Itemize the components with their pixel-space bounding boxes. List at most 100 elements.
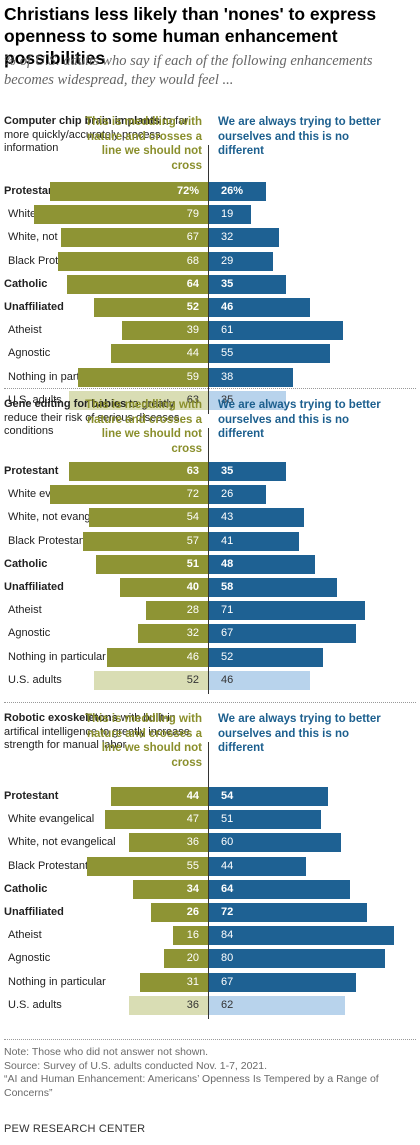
bar-value-label: 34 bbox=[186, 882, 199, 895]
panel-divider bbox=[4, 388, 416, 389]
bar-value-label: 35 bbox=[221, 393, 234, 406]
source-text: Source: Survey of U.S. adults conducted … bbox=[4, 1059, 268, 1072]
panel-divider bbox=[4, 1039, 416, 1040]
legend-better-ourselves: We are always trying to better ourselves… bbox=[218, 116, 381, 157]
bar-value-label: 48 bbox=[221, 557, 234, 570]
bar-meddling-2: 67 bbox=[60, 228, 208, 248]
bar-meddling-9: 63 bbox=[69, 390, 208, 410]
bar-better-2: 32 bbox=[209, 228, 280, 248]
bar-value-label: 16 bbox=[186, 929, 199, 942]
bar-better-3: 41 bbox=[209, 531, 300, 551]
panel-topic-detail: with built-in artifical intelligence to … bbox=[4, 712, 190, 751]
category-label: Agnostic bbox=[8, 952, 51, 965]
category-label: Protestant bbox=[4, 790, 59, 802]
bar-better-9: 46 bbox=[209, 670, 311, 690]
legend-meddling-with-nature: This is meddling with nature and crosses… bbox=[85, 713, 202, 769]
center-axis-line bbox=[208, 742, 209, 1019]
panel-divider bbox=[4, 702, 416, 703]
bar-value-label: 51 bbox=[186, 557, 199, 570]
bar-value-label: 43 bbox=[221, 511, 234, 524]
bar-value-label: 32 bbox=[221, 231, 234, 244]
category-label: Nothing in particular bbox=[8, 975, 106, 988]
bar-value-label: 54 bbox=[186, 511, 199, 524]
category-label: White, not evangelical bbox=[8, 836, 116, 849]
bar-better-1: 19 bbox=[209, 205, 251, 225]
bar-meddling-7: 20 bbox=[164, 949, 208, 969]
bar-better-4: 64 bbox=[209, 879, 350, 899]
bar-value-label: 67 bbox=[221, 627, 234, 640]
panel-topic-detail: to far more quickly/accurately process i… bbox=[4, 115, 188, 154]
bar-better-3: 29 bbox=[209, 251, 273, 271]
bar-meddling-9: 36 bbox=[128, 995, 208, 1015]
bar-value-label: 54 bbox=[221, 790, 234, 802]
bar-value-label: 36 bbox=[186, 998, 199, 1011]
bar-value-label: 26 bbox=[221, 488, 234, 501]
category-label: White evangelical bbox=[8, 813, 95, 826]
bar-meddling-9: 52 bbox=[93, 670, 208, 690]
bar-meddling-2: 54 bbox=[89, 508, 208, 528]
category-label: U.S. adults bbox=[8, 998, 62, 1011]
category-label: Agnostic bbox=[8, 627, 51, 640]
bar-meddling-8: 31 bbox=[139, 972, 208, 992]
bar-value-label: 51 bbox=[221, 813, 234, 826]
bar-meddling-1: 72 bbox=[49, 485, 208, 505]
bar-better-9: 62 bbox=[209, 995, 346, 1015]
bar-value-label: 20 bbox=[186, 952, 199, 965]
category-label: Agnostic bbox=[8, 347, 51, 360]
bar-value-label: 61 bbox=[221, 324, 234, 337]
chart-panel-3: Robotic exoskeletons with built-in artif… bbox=[0, 712, 420, 1019]
bar-meddling-6: 39 bbox=[122, 321, 208, 341]
bar-better-9: 35 bbox=[209, 390, 286, 410]
bar-value-label: 46 bbox=[221, 673, 234, 686]
category-label: Black Protestant bbox=[8, 534, 89, 547]
bar-value-label: 46 bbox=[221, 301, 234, 313]
bar-meddling-5: 40 bbox=[120, 578, 208, 597]
bar-value-label: 62 bbox=[221, 998, 234, 1011]
bar-meddling-3: 68 bbox=[58, 251, 208, 271]
bar-better-7: 80 bbox=[209, 949, 385, 969]
category-label: Unaffiliated bbox=[4, 906, 64, 918]
bar-value-label: 60 bbox=[221, 836, 234, 849]
bar-value-label: 55 bbox=[186, 859, 199, 872]
bar-value-label: 84 bbox=[221, 929, 234, 942]
organization-name: PEW RESEARCH CENTER bbox=[4, 1123, 146, 1135]
bar-value-label: 72 bbox=[221, 906, 234, 918]
category-label: Catholic bbox=[4, 882, 48, 895]
panel-topic-name: Computer chip brain implants bbox=[4, 115, 160, 127]
bar-value-label: 35 bbox=[221, 465, 234, 477]
bar-value-label: 71 bbox=[221, 604, 234, 617]
category-label: U.S. adults bbox=[8, 393, 62, 406]
report-title-text: “AI and Human Enhancement: Americans’ Op… bbox=[4, 1073, 379, 1099]
legend-better-ourselves: We are always trying to better ourselves… bbox=[218, 399, 381, 440]
bar-meddling-8: 46 bbox=[106, 647, 208, 667]
category-label: Atheist bbox=[8, 324, 42, 337]
bar-better-4: 35 bbox=[209, 274, 286, 294]
bar-value-label: 29 bbox=[221, 254, 234, 267]
bar-meddling-5: 52 bbox=[93, 298, 208, 317]
bar-value-label: 55 bbox=[221, 347, 234, 360]
panel-topic-name: Gene editing for babies bbox=[4, 398, 127, 410]
legend-better-ourselves: We are always trying to better ourselves… bbox=[218, 713, 381, 754]
bar-better-1: 51 bbox=[209, 810, 322, 830]
bar-better-0: 54 bbox=[209, 787, 328, 806]
bar-better-5: 58 bbox=[209, 578, 337, 597]
legend-meddling-with-nature: This is meddling with nature and crosses… bbox=[85, 116, 202, 172]
bar-value-label: 58 bbox=[221, 581, 234, 593]
bar-value-label: 80 bbox=[221, 952, 234, 965]
bar-meddling-8: 59 bbox=[78, 367, 208, 387]
center-axis-line bbox=[208, 428, 209, 694]
bar-meddling-0: 44 bbox=[111, 787, 208, 806]
bar-better-5: 72 bbox=[209, 903, 368, 922]
bar-better-1: 26 bbox=[209, 485, 267, 505]
bar-better-7: 67 bbox=[209, 624, 357, 644]
bar-meddling-0: 72% bbox=[49, 182, 208, 201]
bar-meddling-1: 47 bbox=[104, 810, 208, 830]
bar-meddling-7: 32 bbox=[137, 624, 208, 644]
bar-better-7: 55 bbox=[209, 344, 330, 364]
category-label: Atheist bbox=[8, 929, 42, 942]
bar-value-label: 63 bbox=[186, 393, 199, 406]
bar-value-label: 44 bbox=[186, 347, 199, 360]
bar-value-label: 19 bbox=[221, 208, 234, 221]
bar-value-label: 79 bbox=[186, 208, 199, 221]
category-label: Black Protestant bbox=[8, 859, 89, 872]
